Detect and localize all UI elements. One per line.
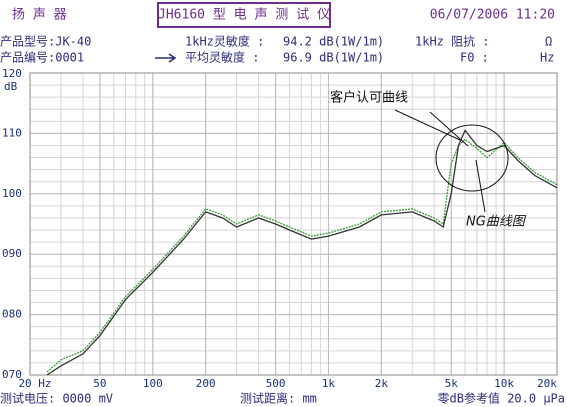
y-tick-label: 070 [2, 368, 22, 381]
y-tick-label: 120 [2, 67, 22, 80]
series-line [46, 138, 558, 373]
y-tick-label: 080 [2, 308, 22, 321]
sens-value: 94.2 dB(1W/1m) [283, 35, 384, 49]
f0-unit: Hz [540, 51, 554, 65]
highlight-circle [435, 124, 509, 192]
series-line [46, 129, 558, 376]
x-tick-label: 100 [143, 377, 163, 390]
x-tick-label: 20k [537, 377, 557, 390]
voltage: 测试电压: 0000 mV [0, 391, 113, 406]
avg-label: 平均灵敏度 : [185, 50, 259, 65]
y-tick-label: 090 [2, 247, 22, 260]
plot-frame [29, 72, 558, 376]
annotation: 客户认可曲线 [330, 90, 408, 106]
y-tick-label: 100 [2, 187, 22, 200]
x-tick-label: 1k [322, 377, 336, 390]
x-tick-label: 2k [375, 377, 389, 390]
avg-value: 96.9 dB(1W/1m) [283, 51, 384, 65]
leader [394, 109, 469, 147]
distance: 测试距离: mm [240, 391, 317, 406]
device: 扬 声 器 [12, 8, 67, 23]
y-tick-label: 110 [2, 126, 22, 139]
annotation: NG曲线图 [466, 215, 527, 230]
model-box: JH6160 型 电 声 测 试 仪 [158, 8, 330, 23]
y-label: dB [4, 80, 18, 93]
impedance-label: 1kHz 阻抗 : [415, 34, 490, 49]
x-tick-label: 5k [445, 377, 459, 390]
sens-label: 1kHz灵敏度 : [185, 34, 264, 49]
x-tick-label: 10k [494, 377, 514, 390]
datetime: 06/07/2006 11:20 [430, 8, 555, 23]
impedance-unit: Ω [545, 35, 552, 49]
f0-label: F0 : [460, 51, 489, 65]
x-tick-label: 500 [266, 377, 286, 390]
reference: 零dB参考值 20.0 μPa [438, 391, 565, 406]
arrow [155, 53, 177, 63]
product-no: 产品编号:0001 [0, 50, 84, 65]
title-box [157, 2, 331, 28]
x-tick-label: 50 [93, 377, 106, 390]
x-tick-label: 20 Hz [18, 377, 51, 390]
x-tick-label: 200 [196, 377, 216, 390]
product-model: 产品型号:JK-40 [0, 35, 91, 49]
leader [475, 159, 486, 213]
